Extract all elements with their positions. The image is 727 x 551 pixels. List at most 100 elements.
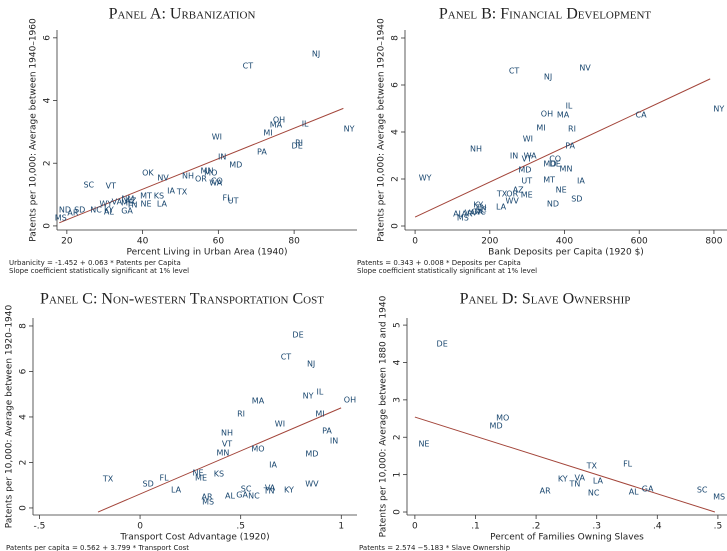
- note: Urbanicity = -1.452 + 0.063 * Patents pe…: [9, 259, 181, 267]
- y-tick-label: 6: [391, 82, 401, 88]
- state-point: TN: [263, 486, 275, 495]
- state-point: MT: [140, 191, 152, 200]
- state-point: NJ: [307, 359, 315, 368]
- state-point: MT: [543, 175, 555, 184]
- state-point: LA: [496, 202, 507, 211]
- state-point: IN: [510, 151, 518, 160]
- state-point: VA: [112, 197, 123, 206]
- note: Slope coefficient statistically signific…: [357, 267, 537, 275]
- state-point: LA: [593, 476, 604, 485]
- state-point: NE: [418, 439, 429, 448]
- state-point: WY: [419, 174, 432, 183]
- fit-line: [59, 107, 344, 224]
- note: Patents per capita = 0.562 + 3.799 * Tra…: [6, 544, 189, 551]
- state-point: MA: [557, 111, 570, 120]
- state-point: TX: [586, 462, 598, 471]
- state-point: CT: [281, 352, 292, 361]
- plot-area: [407, 318, 727, 515]
- y-tick-label: 8: [19, 323, 29, 329]
- state-point: MS: [713, 493, 725, 502]
- state-point: MO: [251, 445, 264, 454]
- x-tick-label: .4: [653, 522, 662, 532]
- x-axis-label: Percent Living in Urban Area (1940): [127, 248, 288, 258]
- state-point: NM: [121, 194, 134, 203]
- y-tick-label: 2: [393, 434, 403, 440]
- state-point: RI: [237, 409, 245, 418]
- state-point: AR: [202, 493, 213, 502]
- y-tick-label: 2: [19, 460, 29, 466]
- state-point: KY: [104, 205, 114, 214]
- state-point: MD: [229, 160, 242, 169]
- state-point: FL: [159, 473, 169, 482]
- state-point: GA: [642, 485, 654, 494]
- state-point: DE: [292, 141, 303, 150]
- state-point: NV: [579, 64, 591, 73]
- state-point: SC: [697, 485, 708, 494]
- state-point: MN: [560, 164, 573, 173]
- state-point: AZ: [125, 196, 136, 205]
- state-point: TX: [102, 475, 114, 484]
- y-tick-label: 4: [391, 129, 401, 135]
- panel-title: Panel B: Financial Development: [439, 6, 652, 23]
- state-point: AL: [225, 491, 235, 500]
- y-tick-label: 0: [19, 505, 29, 511]
- y-tick-label: 0: [393, 509, 403, 515]
- state-point: SD: [74, 205, 85, 214]
- state-point: AL: [629, 488, 639, 497]
- state-point: ND: [547, 199, 559, 208]
- state-point: NY: [713, 104, 724, 113]
- state-point: GA: [236, 490, 248, 499]
- state-point: IA: [269, 460, 277, 469]
- y-tick-label: 8: [391, 35, 401, 41]
- state-point: NH: [470, 144, 482, 153]
- state-point: CA: [636, 111, 648, 120]
- y-axis-label: Patents per 10,000: Average between 1920…: [377, 18, 387, 242]
- state-point: MO: [204, 168, 217, 177]
- state-point: CO: [211, 176, 223, 185]
- state-point: IL: [302, 120, 309, 129]
- x-tick-label: 60: [213, 237, 225, 247]
- state-point: AR: [67, 209, 78, 218]
- state-point: VT: [222, 440, 232, 449]
- state-point: TX: [496, 190, 508, 199]
- x-tick-label: 200: [481, 237, 498, 247]
- x-tick-label: 400: [556, 237, 573, 247]
- y-tick-label: 2: [391, 176, 401, 182]
- state-point: AL: [104, 207, 114, 216]
- state-point: RI: [568, 124, 576, 133]
- state-point: VA: [575, 473, 586, 482]
- state-point: IN: [218, 152, 226, 161]
- state-point: OH: [344, 395, 356, 404]
- state-point: NE: [192, 468, 203, 477]
- x-tick-label: 20: [61, 237, 73, 247]
- y-axis-label: Patents per 10,000: Average between 1920…: [5, 304, 15, 528]
- state-point: NJ: [312, 49, 320, 58]
- y-tick-label: 6: [19, 368, 29, 374]
- y-axis-label: Patents per 10,000: Average between 1940…: [29, 18, 39, 242]
- state-point: SD: [571, 194, 582, 203]
- state-point: WA: [524, 151, 537, 160]
- state-point: PA: [257, 147, 267, 156]
- state-point: NJ: [544, 73, 552, 82]
- y-tick-label: 4: [19, 414, 29, 420]
- state-point: GA: [121, 206, 133, 215]
- state-point: TN: [568, 479, 580, 488]
- state-point: WI: [212, 132, 222, 141]
- state-point: OH: [273, 115, 285, 124]
- state-point: SC: [476, 206, 487, 215]
- y-tick-label: 3: [393, 397, 403, 403]
- state-point: WA: [209, 178, 222, 187]
- state-point: AL: [453, 210, 463, 219]
- x-tick-label: 800: [705, 237, 722, 247]
- state-point: IA: [167, 186, 175, 195]
- state-point: CO: [549, 155, 561, 164]
- state-point: WI: [523, 135, 533, 144]
- state-point: NE: [140, 199, 151, 208]
- note: Patents = 2.574 −5.183 * Slave Ownership: [359, 544, 511, 551]
- x-tick-label: 1: [338, 522, 344, 532]
- fit-line: [97, 407, 342, 513]
- state-point: OR: [506, 190, 518, 199]
- note: Slope coefficient statistically signific…: [9, 267, 189, 275]
- state-point: VA: [465, 209, 476, 218]
- x-tick-label: 80: [288, 237, 300, 247]
